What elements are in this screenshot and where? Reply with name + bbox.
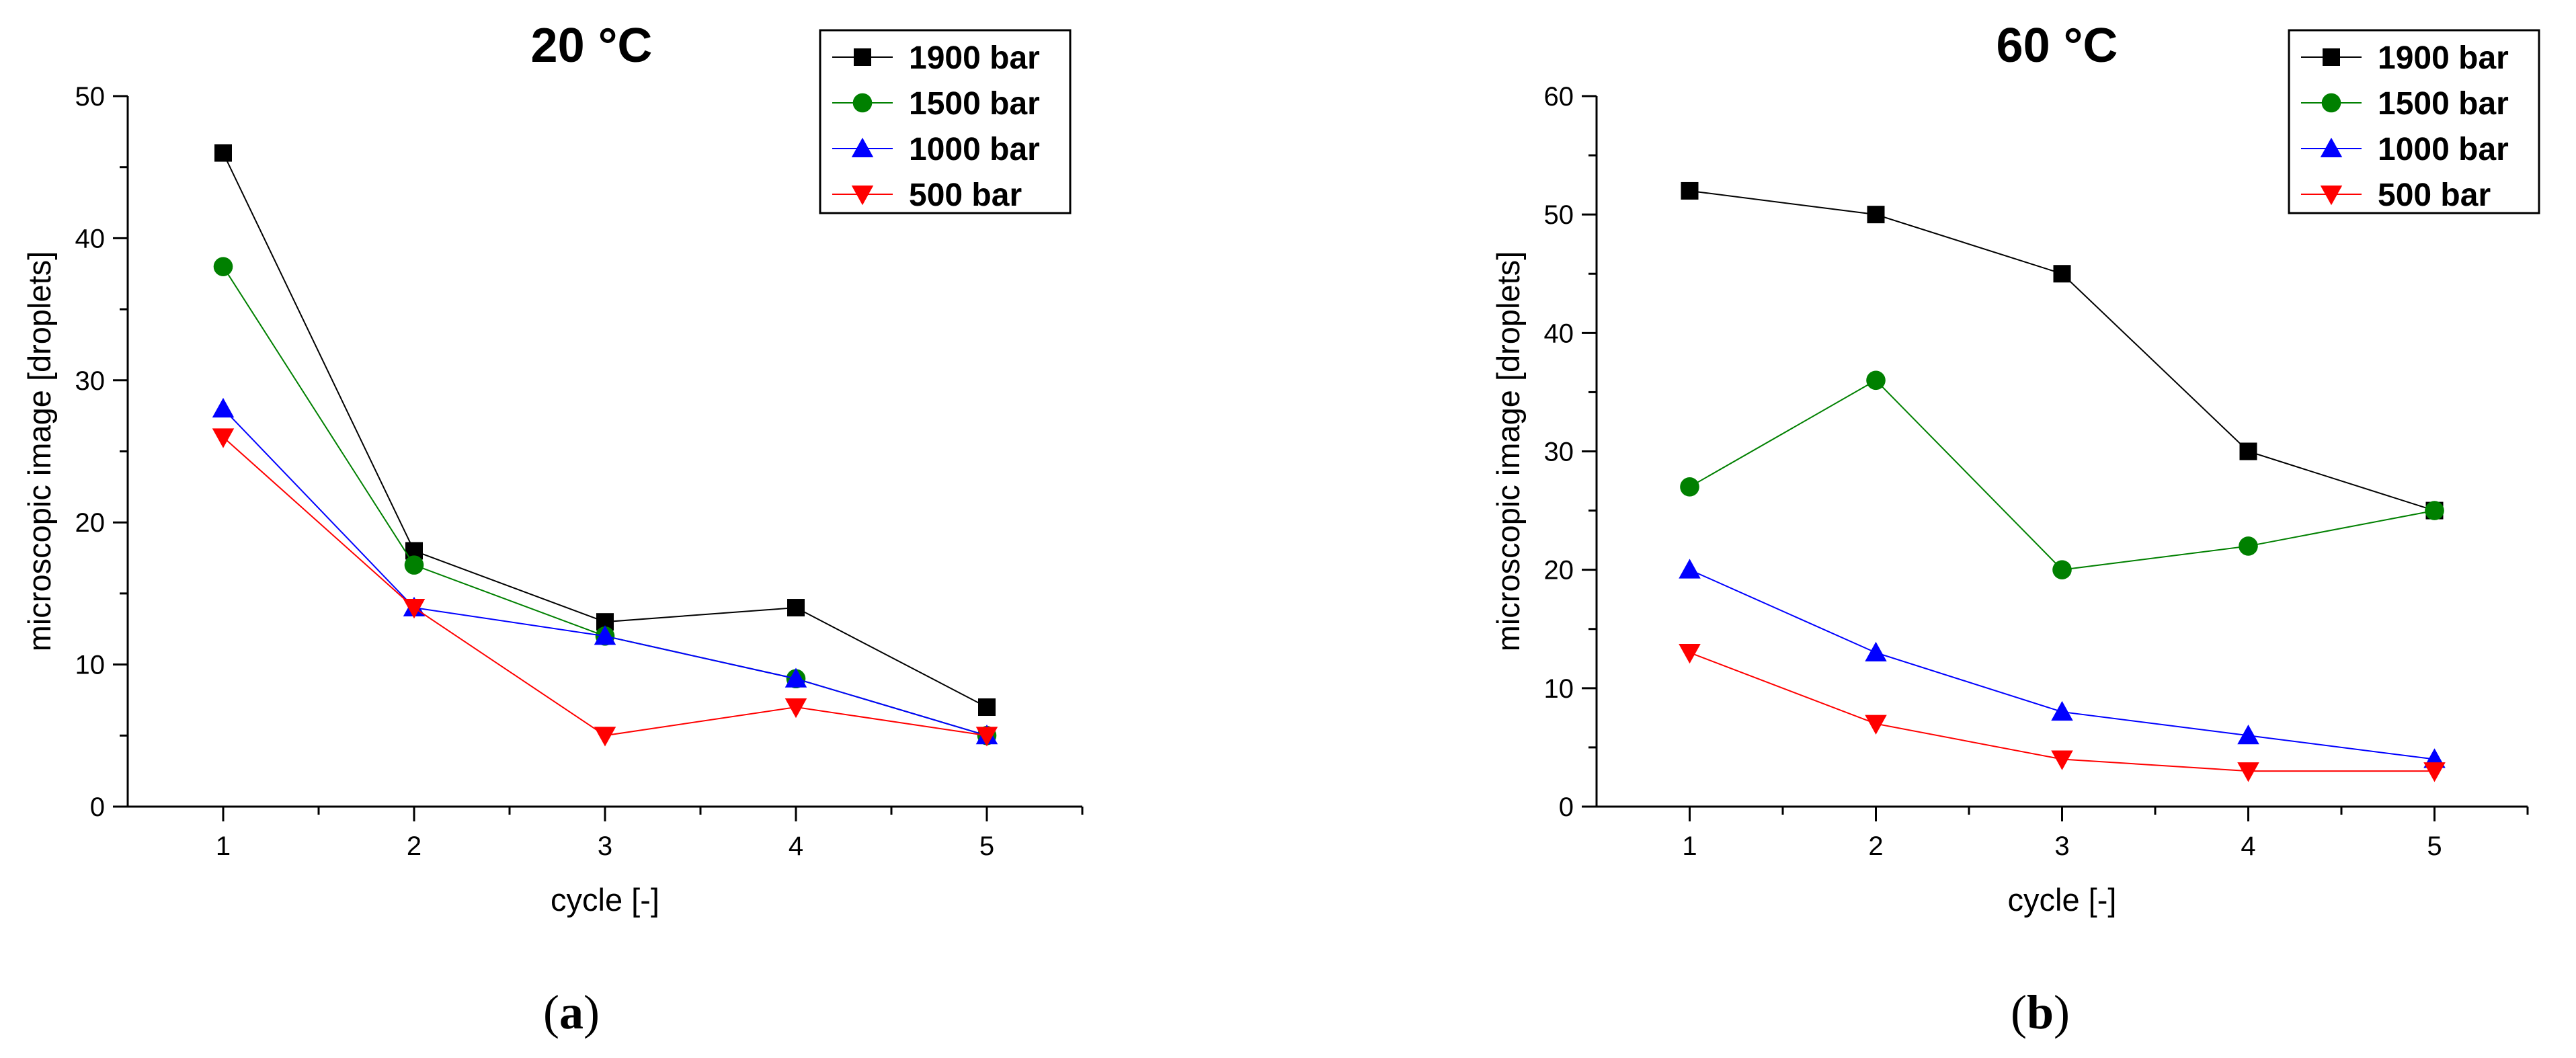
chart-a-caption: (a)	[543, 985, 600, 1039]
chart-a-data-point	[212, 397, 235, 418]
chart-a-y-tick-label: 0	[90, 792, 105, 822]
chart-b-x-tick-label: 5	[2427, 831, 2442, 861]
chart-b-legend-label: 500 bar	[2378, 177, 2491, 213]
chart-a-legend-marker	[854, 48, 871, 66]
chart-a-data-point	[403, 599, 426, 619]
chart-b-data-point	[2051, 750, 2073, 770]
chart-a-series-500-bar	[212, 428, 998, 747]
chart-b-x-tick-label: 1	[1682, 831, 1697, 861]
chart-b-data-point	[1865, 715, 1887, 735]
chart-a-legend-label: 1900 bar	[909, 40, 1040, 76]
chart-b-legend: 1900 bar 1500 bar 1000 bar 500 bar	[2288, 29, 2540, 214]
chart-a-data-point	[212, 428, 235, 448]
chart-b-data-point	[2425, 501, 2444, 520]
chart-b-caption: (b)	[2011, 985, 2070, 1039]
chart-a-data-point	[784, 698, 807, 719]
chart-a-legend-marker	[852, 93, 873, 113]
chart-b-title: 60 °C	[1997, 19, 2118, 73]
chart-b-x-tick-label: 4	[2241, 831, 2255, 861]
chart-b-x-label: cycle [-]	[2008, 882, 2117, 918]
chart-b-legend-label: 1900 bar	[2378, 40, 2509, 76]
chart-b-series-line	[1689, 190, 2435, 512]
chart-b-y-tick-label: 50	[1544, 200, 1574, 230]
chart-b-y-tick-label: 20	[1544, 556, 1574, 585]
chart-a-series-line	[223, 436, 988, 737]
chart-a-legend-marker	[851, 137, 874, 157]
chart-a-data-point	[594, 727, 616, 747]
chart-b-data-point	[1681, 181, 1699, 200]
chart-b-series-1500-bar	[1680, 370, 2444, 579]
chart-b-data-point	[2423, 762, 2446, 782]
chart-b-data-point	[2239, 442, 2257, 460]
chart-a-series-1500-bar	[213, 257, 997, 745]
chart-a-data-point	[404, 555, 424, 575]
chart-a-y-tick-label: 50	[75, 82, 106, 112]
chart-b-data-point	[1679, 559, 1701, 579]
chart-a-data-point	[594, 625, 616, 645]
chart-a-x-tick-label: 5	[979, 831, 994, 861]
chart-b-y-tick-label: 0	[1559, 792, 1574, 822]
chart-a-data-point	[975, 727, 998, 747]
chart-a-x-label: cycle [-]	[551, 882, 659, 918]
chart-a-y-label: microscopic image [droplets]	[22, 251, 57, 652]
chart-b-data-point	[1867, 206, 1885, 224]
chart-a-y-tick-label: 40	[75, 224, 106, 253]
chart-b-x-tick-label: 3	[2054, 831, 2069, 861]
chart-b-data-point	[2053, 265, 2071, 283]
chart-b-data-point	[1865, 641, 1887, 661]
chart-a-y-tick-label: 20	[75, 508, 106, 538]
chart-a-series-line	[223, 266, 988, 737]
chart-b-legend-marker	[2323, 48, 2340, 66]
chart-a-y-tick-label: 10	[75, 651, 106, 680]
chart-b-series-line	[1689, 569, 2435, 760]
chart-a-data-point	[213, 257, 233, 276]
chart-a-y-tick-label: 30	[75, 366, 106, 396]
chart-a-legend-label: 1000 bar	[909, 132, 1040, 167]
chart-a-x-tick-label: 1	[216, 831, 231, 861]
chart-a-legend: 1900 bar 1500 bar 1000 bar 500 bar	[819, 29, 1072, 214]
chart-b-y-tick-label: 40	[1544, 319, 1574, 348]
chart-a-legend-marker	[851, 186, 874, 206]
chart-b-legend-label: 1000 bar	[2378, 132, 2509, 167]
chart-a-x-tick-label: 2	[407, 831, 421, 861]
chart-b-data-point	[2052, 560, 2072, 579]
chart-b-x-tick-label: 2	[1868, 831, 1883, 861]
chart-b-data-point	[2237, 762, 2259, 782]
chart-b-series-1000-bar	[1679, 559, 2446, 768]
chart-b-y-tick-label: 10	[1544, 674, 1574, 704]
chart-a-series-line	[223, 408, 988, 737]
chart-a-x-tick-label: 4	[789, 831, 803, 861]
chart-a-data-point	[978, 698, 996, 717]
chart-b-data-point	[1679, 643, 1701, 664]
chart-a-data-point	[214, 144, 232, 162]
chart-b-y-tick-label: 30	[1544, 438, 1574, 467]
chart-a-title: 20 °C	[531, 19, 653, 73]
chart-b-series-500-bar	[1679, 643, 2446, 782]
chart-b-data-point	[1866, 370, 1886, 391]
chart-b-legend-marker	[2320, 186, 2343, 206]
chart-a-x-tick-label: 3	[598, 831, 612, 861]
chart-b-series-1900-bar	[1681, 181, 2444, 520]
chart-a-series-1000-bar	[212, 397, 998, 745]
chart-a-data-point	[784, 667, 807, 688]
chart-b-data-point	[2237, 725, 2259, 745]
chart-b-y-tick-label: 60	[1544, 82, 1574, 112]
chart-a-legend-label: 500 bar	[909, 177, 1022, 213]
chart-a-data-point	[787, 599, 805, 617]
chart-b-legend-label: 1500 bar	[2378, 86, 2509, 122]
chart-b-legend-marker	[2321, 93, 2341, 113]
chart-b-data-point	[2239, 536, 2258, 556]
chart-b-data-point	[1680, 477, 1699, 497]
chart-b-y-label: microscopic image [droplets]	[1490, 251, 1526, 652]
chart-b-legend-marker	[2320, 137, 2343, 157]
chart-a-legend-label: 1500 bar	[909, 86, 1040, 122]
chart-b-data-point	[2051, 700, 2073, 721]
